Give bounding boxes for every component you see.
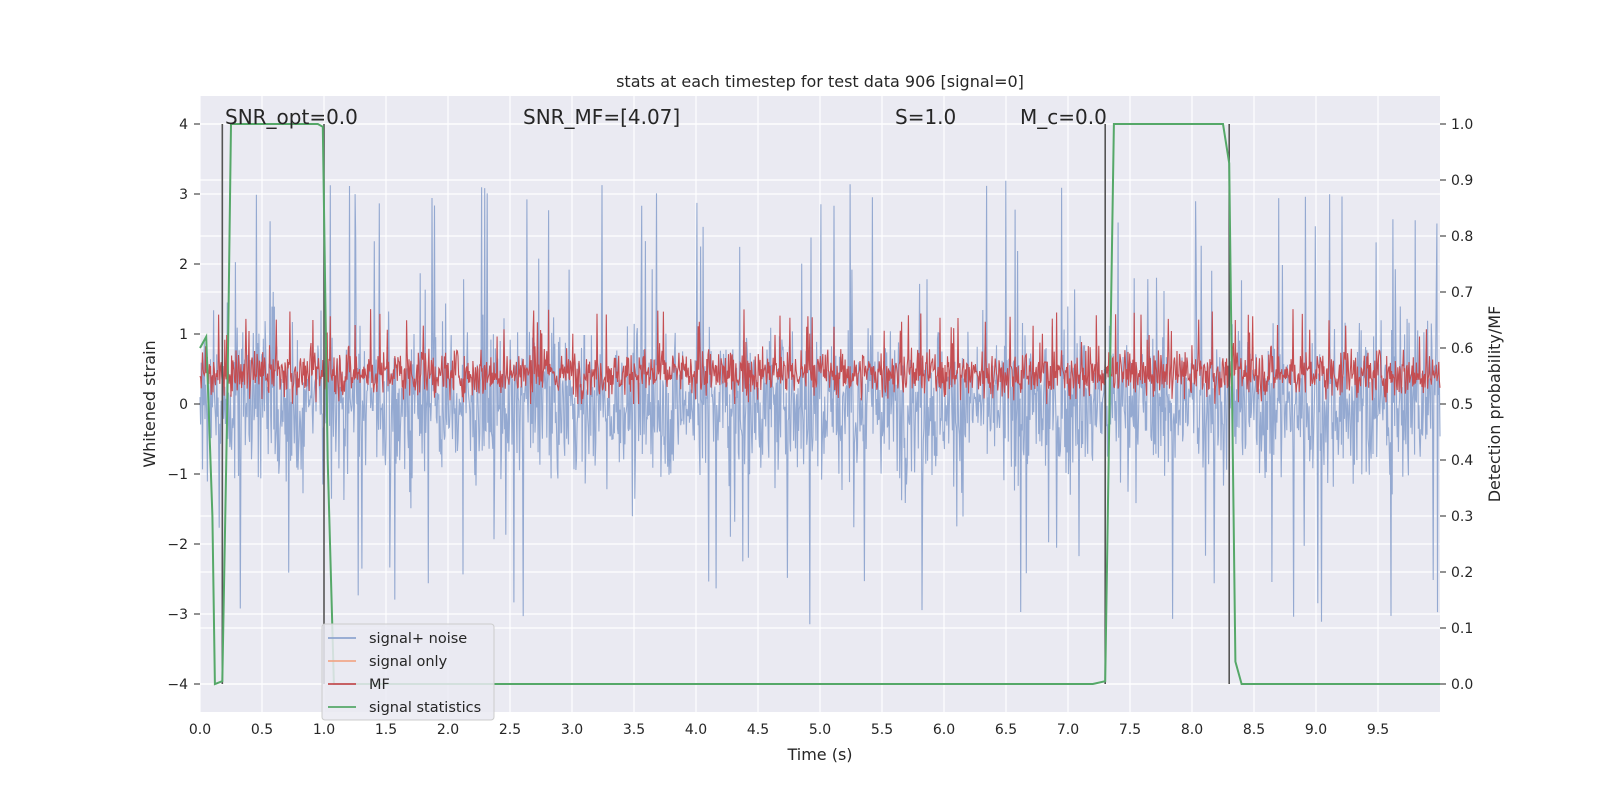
x-tick-label: 8.0: [1181, 722, 1203, 738]
x-tick-label: 6.0: [933, 722, 955, 738]
y-axis-left-label: Whitened strain: [140, 340, 159, 467]
x-tick-label: 4.5: [747, 722, 769, 738]
y-axis-right-label: Detection probability/MF: [1485, 306, 1504, 503]
x-tick-label: 7.5: [1119, 722, 1141, 738]
mf-series: [199, 309, 1441, 405]
y-axis-left-ticks: 4 3 2 1 0 −1 −2 −3 −4: [167, 117, 200, 693]
chart-title: stats at each timestep for test data 906…: [616, 72, 1024, 91]
mf-line: [199, 309, 1441, 405]
signal-statistics-line: [199, 123, 1440, 686]
legend-label-signal-only: signal only: [369, 654, 448, 670]
y-tick-label-left: −2: [167, 537, 188, 553]
annotation-mc: M_c=0.0: [1020, 105, 1107, 129]
x-tick-label: 0.0: [189, 722, 211, 738]
x-tick-label: 3.0: [561, 722, 583, 738]
x-tick-label: 7.0: [1057, 722, 1079, 738]
x-tick-label: 1.0: [313, 722, 335, 738]
annotation-snr-mf: SNR_MF=[4.07]: [523, 105, 680, 129]
y-tick-label-right: 1.0: [1451, 117, 1473, 133]
y-tick-label-left: 3: [179, 187, 188, 203]
y-tick-label-right: 0.1: [1451, 621, 1473, 637]
y-tick-label-right: 0.8: [1451, 229, 1473, 245]
legend-label-signal-noise: signal+ noise: [369, 631, 467, 647]
x-tick-label: 2.5: [499, 722, 521, 738]
y-tick-label-left: 2: [179, 257, 188, 273]
x-tick-label: 9.5: [1367, 722, 1389, 738]
x-tick-label: 8.5: [1243, 722, 1265, 738]
x-tick-label: 0.5: [251, 722, 273, 738]
signal-statistics-series: [199, 123, 1440, 686]
x-tick-label: 9.0: [1305, 722, 1327, 738]
x-axis-label: Time (s): [786, 745, 852, 764]
x-tick-label: 6.5: [995, 722, 1017, 738]
x-tick-label: 5.0: [809, 722, 831, 738]
x-tick-label: 4.0: [685, 722, 707, 738]
y-tick-label-right: 0.3: [1451, 509, 1473, 525]
y-tick-label-left: −3: [167, 607, 188, 623]
y-tick-label-right: 0.5: [1451, 397, 1473, 413]
legend-label-signal-statistics: signal statistics: [369, 700, 481, 716]
legend: signal+ noise signal only MF signal stat…: [321, 623, 495, 721]
y-tick-label-right: 0.6: [1451, 341, 1473, 357]
y-tick-label-right: 0.0: [1451, 677, 1473, 693]
y-tick-label-left: −1: [167, 467, 188, 483]
y-tick-label-right: 0.9: [1451, 173, 1473, 189]
y-tick-label-right: 0.2: [1451, 565, 1473, 581]
annotations: SNR_opt=0.0 SNR_MF=[4.07] S=1.0 M_c=0.0: [225, 105, 1107, 129]
legend-label-mf: MF: [369, 677, 390, 693]
x-axis-ticks: 0.0 0.5 1.0 1.5 2.0 2.5 3.0 3.5 4.0 4.5 5.0 5.5 6.0 6…: [189, 722, 1389, 738]
legend-box: [321, 623, 495, 721]
y-tick-label-left: 4: [179, 117, 188, 133]
x-tick-label: 2.0: [437, 722, 459, 738]
annotation-snr-opt: SNR_opt=0.0: [225, 105, 358, 129]
y-tick-label-left: −4: [167, 677, 188, 693]
y-axis-right-ticks: 1.0 0.9 0.8 0.7 0.6 0.5 0.4 0.3 0.2 0.1 0.0: [1440, 117, 1473, 693]
y-tick-label-left: 1: [179, 327, 188, 343]
y-tick-label-right: 0.7: [1451, 285, 1473, 301]
y-tick-label-left: 0: [179, 397, 188, 413]
annotation-s: S=1.0: [895, 105, 956, 129]
x-tick-label: 3.5: [623, 722, 645, 738]
x-tick-label: 1.5: [375, 722, 397, 738]
x-tick-label: 5.5: [871, 722, 893, 738]
y-tick-label-right: 0.4: [1451, 453, 1473, 469]
